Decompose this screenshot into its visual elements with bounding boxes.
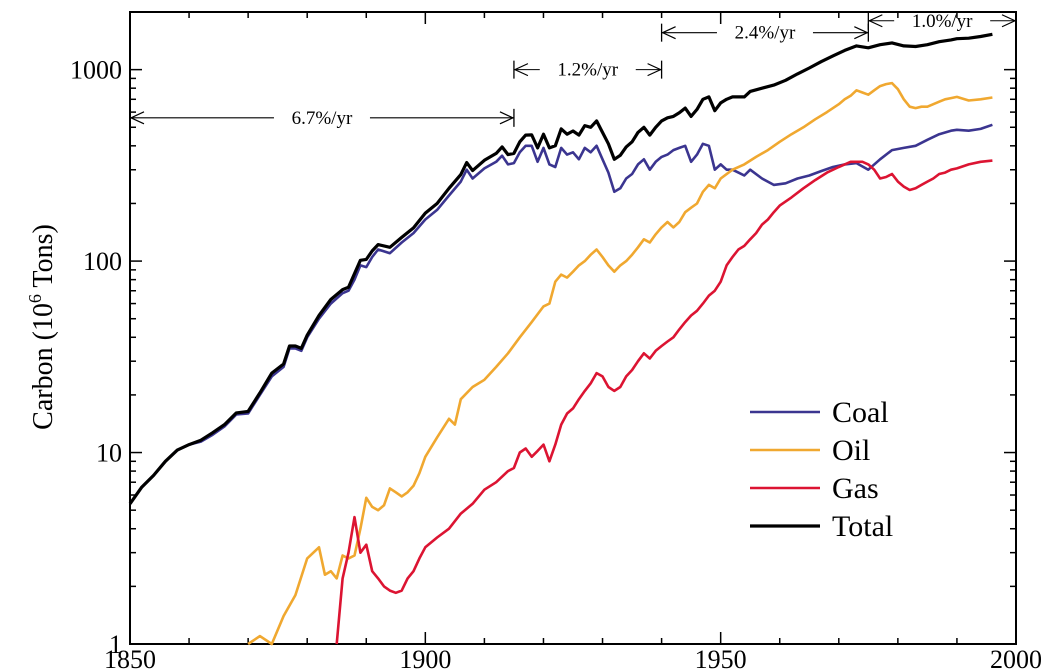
arrow-head-right-icon [1001, 14, 1017, 28]
tick-labels: 1850 1900 1950 2000 1 10 100 1000 [70, 56, 1042, 670]
series-line-total [128, 32, 993, 505]
legend-label: Total [832, 510, 893, 543]
annotation-label: 1.0%/yr [912, 11, 973, 32]
legend-label: Coal [832, 396, 889, 429]
plot-frame [129, 11, 1017, 645]
y-axis-label-exponent: 6 [25, 294, 45, 303]
arrow-head-left-icon [129, 111, 145, 125]
legend: Coal Oil Gas Total [750, 396, 893, 543]
x-tick-label: 1850 [104, 645, 156, 670]
legend-label: Gas [832, 472, 879, 505]
axis-ticks [130, 12, 1016, 644]
x-tick-label: 2000 [990, 645, 1042, 670]
y-axis-label: Carbon (106 Tons) [25, 224, 59, 430]
annotation-label: 2.4%/yr [735, 23, 796, 44]
legend-item: Gas [750, 472, 879, 505]
legend-item: Coal [750, 396, 889, 429]
arrow-head-right-icon [647, 63, 663, 77]
arrow-head-right-icon [499, 111, 515, 125]
y-tick-label: 100 [83, 247, 122, 276]
x-tick-label: 1950 [695, 645, 747, 670]
arrow-head-left-icon [513, 63, 529, 77]
arrow-head-left-icon [867, 14, 883, 28]
y-tick-label: 1 [109, 630, 122, 659]
arrow-head-left-icon [661, 26, 676, 40]
annotation-label: 6.7%/yr [292, 108, 353, 129]
series-line-gas [335, 159, 993, 645]
annotation-label: 1.2%/yr [557, 60, 618, 81]
legend-item: Oil [750, 434, 870, 467]
series-line-oil [247, 81, 993, 646]
y-axis-label-unit: Tons) [28, 224, 59, 294]
series-layer [128, 32, 993, 646]
y-tick-label: 10 [96, 439, 122, 468]
legend-item: Total [750, 510, 893, 543]
y-tick-label: 1000 [70, 56, 122, 85]
x-tick-label: 1900 [399, 645, 451, 670]
annotation-layer: 6.7%/yr 1.2%/yr 2.4%/yr 1.0%/yr [129, 11, 1017, 129]
y-axis-label-main: Carbon (10 [28, 303, 59, 430]
arrow-head-right-icon [854, 26, 869, 40]
legend-label: Oil [832, 434, 870, 467]
